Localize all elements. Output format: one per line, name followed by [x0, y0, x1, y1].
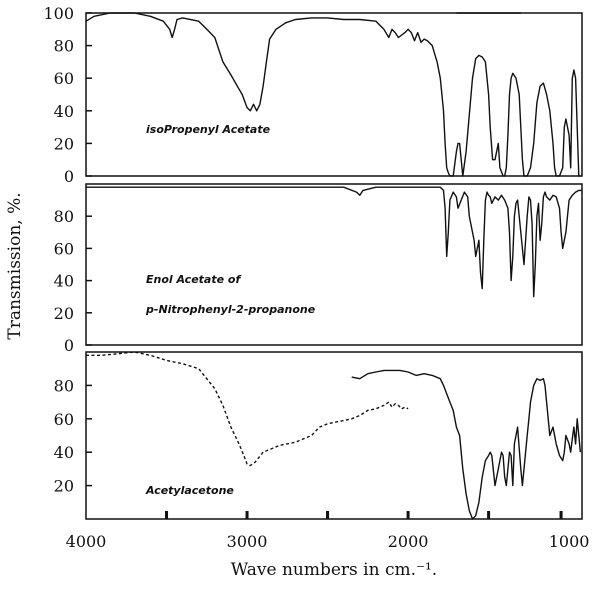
- frequency-marker: [487, 511, 491, 519]
- panel-frame: [85, 351, 583, 520]
- x-tick-label: 3000: [227, 532, 268, 551]
- y-tick-label: 60: [54, 410, 74, 429]
- series-line-solid: [351, 369, 582, 520]
- frequency-marker: [245, 511, 249, 519]
- frequency-marker: [559, 511, 563, 519]
- y-tick-label: 20: [54, 477, 74, 496]
- y-tick-label: 0: [64, 336, 74, 355]
- y-tick-label: 80: [54, 376, 74, 395]
- x-axis-title: Wave numbers in cm.⁻¹.: [231, 560, 437, 580]
- frequency-marker: [406, 511, 410, 519]
- y-tick-label: 100: [43, 4, 74, 23]
- y-tick-label: 40: [54, 102, 74, 121]
- frequency-marker: [165, 511, 169, 519]
- frequency-marker: [326, 511, 330, 519]
- panel-2: 0 20 40 60 80 Enol Acetate of p-Nitrophenyl-2-…: [54, 183, 583, 355]
- x-tick-label: 2000: [388, 532, 429, 551]
- y-tick-label: 40: [54, 272, 74, 291]
- y-tick-label: 20: [54, 134, 74, 153]
- panel-frame: [85, 12, 583, 177]
- x-tick-label: 4000: [66, 532, 107, 551]
- series-line-solid: [86, 186, 582, 298]
- y-tick-label: 60: [54, 69, 74, 88]
- panel-1: 0 20 40 60 80 100 isoPropenyl Acetate: [43, 4, 583, 186]
- y-tick-label: 40: [54, 443, 74, 462]
- compound-label: p-Nitrophenyl-2-propanone: [145, 303, 316, 316]
- compound-label: Acetylacetone: [145, 484, 234, 497]
- y-tick-label: 80: [54, 207, 74, 226]
- y-tick-label: 60: [54, 239, 74, 258]
- panel-frame: [85, 183, 583, 346]
- series-line-dashed: [86, 351, 409, 467]
- series-line-solid: [85, 12, 581, 177]
- compound-label: isoPropenyl Acetate: [146, 123, 271, 136]
- compound-label: Enol Acetate of: [146, 273, 241, 286]
- panel-3: 20 40 60 80 Acetylacetone: [54, 351, 583, 520]
- y-axis-title: Transmission, %.: [5, 192, 25, 339]
- x-tick-label: 1000: [549, 532, 590, 551]
- y-tick-label: 0: [64, 167, 74, 186]
- y-tick-label: 20: [54, 304, 74, 323]
- y-tick-label: 80: [54, 37, 74, 56]
